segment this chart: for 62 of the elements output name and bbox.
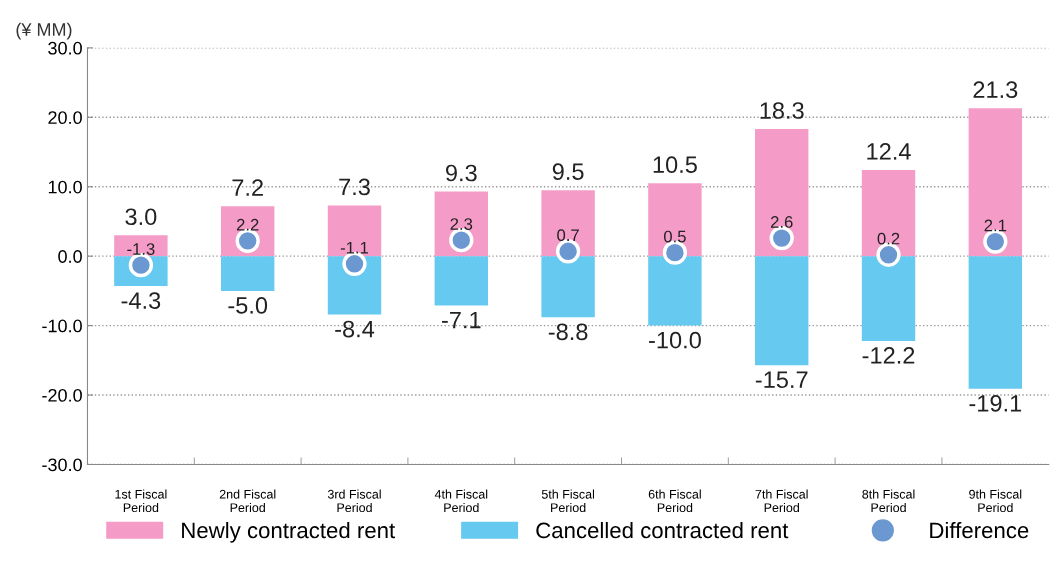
bar [220,256,275,291]
x-tick-label: 9th Fiscal Period [969,489,1022,513]
bar [648,183,702,257]
bar [755,129,809,257]
data-label: -8.4 [335,320,375,338]
bar [755,256,809,366]
data-label: 7.3 [339,178,370,196]
data-label: -4.3 [121,292,161,309]
data-label: 12.4 [867,143,911,160]
legend-label: Difference [930,521,1029,539]
bar [861,170,916,257]
x-tick-label: 3rd Fiscal Period [327,489,381,513]
x-tick-label: 6th Fiscal Period [648,489,701,513]
data-label: 21.3 [973,81,1018,99]
point [555,239,581,264]
bar [114,235,168,257]
data-label: -19.1 [969,394,1022,412]
data-label: -1.3 [127,243,155,255]
y-tick-label: 0.0 [58,250,82,263]
data-label: 2.3 [450,218,473,230]
data-label: -10.0 [649,331,701,349]
data-label: -8.8 [548,323,588,341]
y-tick-label: -10.0 [42,319,82,333]
point [449,228,474,253]
x-tick-label: 4th Fiscal Period [434,489,488,513]
bar [968,256,1023,389]
data-label: 2.6 [770,216,793,228]
data-label: 2.1 [984,219,1007,232]
data-label: 2.2 [236,218,259,231]
data-label: -7.1 [442,311,481,329]
data-label: 10.5 [653,156,697,174]
y-tick-label: -20.0 [42,388,82,402]
bar [861,256,916,341]
data-label: 18.3 [760,102,804,119]
data-label: 9.5 [552,163,584,180]
data-label: -1.1 [340,241,369,254]
data-label: 7.2 [232,179,263,196]
bar [327,205,382,257]
y-tick-label: -30.0 [42,458,82,472]
x-tick-label: 5th Fiscal Period [541,489,595,513]
legend-label: Newly contracted rent [182,521,396,543]
data-label: 0.2 [877,232,900,245]
bar [648,256,702,326]
legend-label: Cancelled contracted rent [536,521,789,539]
data-label: -12.2 [862,347,915,364]
bar [541,256,595,318]
data-label: -5.0 [228,297,268,314]
x-tick-label: 2nd Fiscal Period [219,489,276,513]
y-tick-label: 10.0 [48,180,82,194]
bar [968,108,1023,257]
y-tick-label: 20.0 [48,111,82,125]
x-tick-label: 7th Fiscal Period [755,489,808,513]
x-tick-label: 8th Fiscal Period [862,489,915,513]
data-label: -15.7 [755,371,808,389]
data-label: 9.3 [446,164,477,182]
data-label: 0.5 [663,230,686,243]
y-tick-label: 30.0 [48,41,82,55]
y-axis-title: (¥ MM) [16,22,72,40]
x-tick-label: 1st Fiscal Period [115,489,167,513]
data-label: 0.7 [557,229,579,242]
bar [434,256,488,306]
data-label: 3.0 [125,208,157,226]
